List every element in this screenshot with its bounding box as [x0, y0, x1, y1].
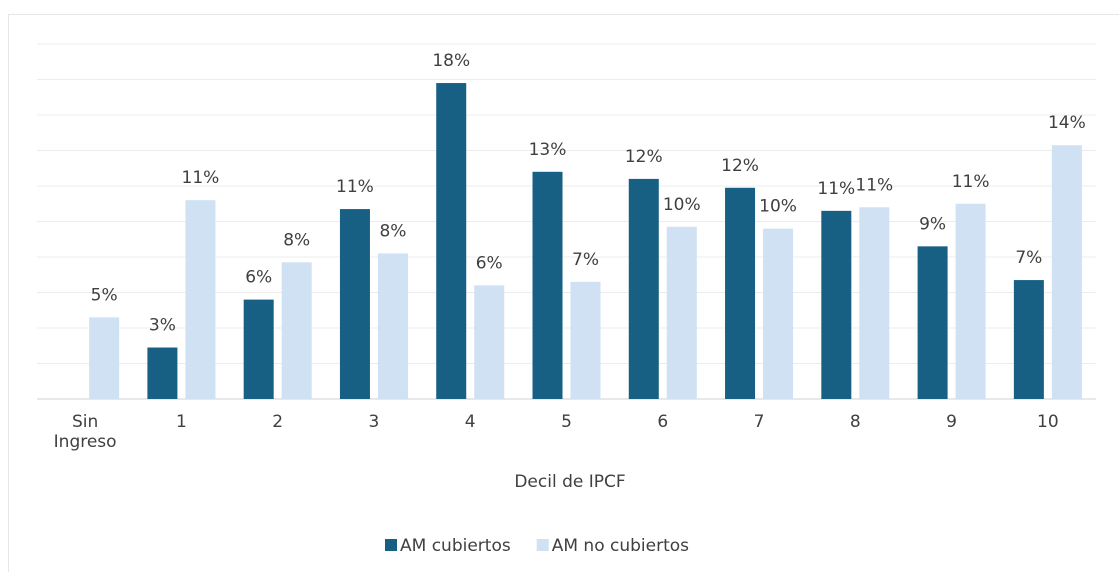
- data-label: 8%: [379, 221, 406, 241]
- data-label: 10%: [663, 195, 701, 215]
- x-tick-label: 1: [175, 412, 187, 432]
- bar: [147, 347, 178, 399]
- data-label: 3%: [149, 316, 176, 336]
- x-tick-label-box: 1: [175, 412, 187, 432]
- x-tick-label: 7: [753, 412, 765, 432]
- legend-label: AM no cubiertos: [552, 536, 689, 556]
- x-tick-label: 3: [368, 412, 380, 432]
- data-label: 13%: [529, 140, 567, 160]
- x-tick-label-box: 7: [753, 412, 765, 432]
- bar: [859, 207, 890, 399]
- data-label: 9%: [919, 214, 946, 234]
- bar: [628, 178, 659, 399]
- data-label: 11%: [952, 172, 990, 192]
- chart-frame: [8, 14, 1119, 572]
- legend-label: AM cubiertos: [400, 536, 511, 556]
- x-tick-label-box: 2: [272, 412, 284, 432]
- data-label: 11%: [336, 177, 374, 197]
- bar: [339, 209, 370, 399]
- legend-swatch: [536, 539, 549, 551]
- bar: [281, 262, 312, 399]
- x-tick-label: Sin Ingreso: [53, 412, 117, 452]
- x-tick-label: 9: [946, 412, 957, 432]
- data-label: 12%: [721, 156, 759, 176]
- bar: [570, 281, 601, 399]
- x-tick-label-box: 6: [657, 412, 669, 432]
- bar: [185, 200, 216, 399]
- data-label: 6%: [476, 253, 503, 273]
- data-label: 11%: [817, 179, 855, 199]
- bar: [1051, 145, 1082, 399]
- data-label: 11%: [855, 175, 893, 195]
- x-tick-label-box: Sin Ingreso: [53, 412, 117, 452]
- data-label: 11%: [182, 168, 220, 188]
- bar: [917, 246, 948, 399]
- data-label: 8%: [283, 230, 310, 250]
- x-axis-label: Decil de IPCF: [514, 472, 625, 492]
- bar: [1013, 280, 1044, 399]
- data-label: 7%: [1015, 248, 1042, 268]
- data-label: 7%: [572, 250, 599, 270]
- x-tick-label: 10: [1037, 412, 1059, 432]
- x-tick-label: 6: [657, 412, 669, 432]
- x-tick-label-box: 4: [464, 412, 476, 432]
- bar: [955, 203, 986, 399]
- x-tick-label-box: 8: [849, 412, 861, 432]
- bar: [763, 228, 794, 399]
- x-tick-label-box: 10: [1037, 412, 1059, 432]
- data-label: 14%: [1048, 113, 1086, 133]
- x-tick-label-box: 3: [368, 412, 380, 432]
- x-tick-label: 2: [272, 412, 284, 432]
- data-label: 18%: [432, 51, 470, 71]
- bar: [436, 83, 467, 400]
- bar: [725, 187, 756, 399]
- data-label: 10%: [759, 197, 797, 217]
- x-tick-label-box: 9: [946, 412, 957, 432]
- x-tick-label-box: 5: [561, 412, 572, 432]
- bar: [532, 171, 563, 399]
- x-tick-label: 8: [849, 412, 861, 432]
- x-tick-label: 4: [464, 412, 476, 432]
- bar: [666, 226, 697, 399]
- bar: [821, 210, 852, 399]
- bar: [474, 285, 505, 399]
- bar: [377, 253, 408, 399]
- x-tick-label: 5: [561, 412, 572, 432]
- data-label: 6%: [245, 268, 272, 288]
- data-label: 12%: [625, 147, 663, 167]
- legend-swatch: [385, 539, 397, 551]
- data-label: 5%: [91, 285, 118, 305]
- bar: [89, 317, 120, 399]
- bar: [243, 299, 274, 399]
